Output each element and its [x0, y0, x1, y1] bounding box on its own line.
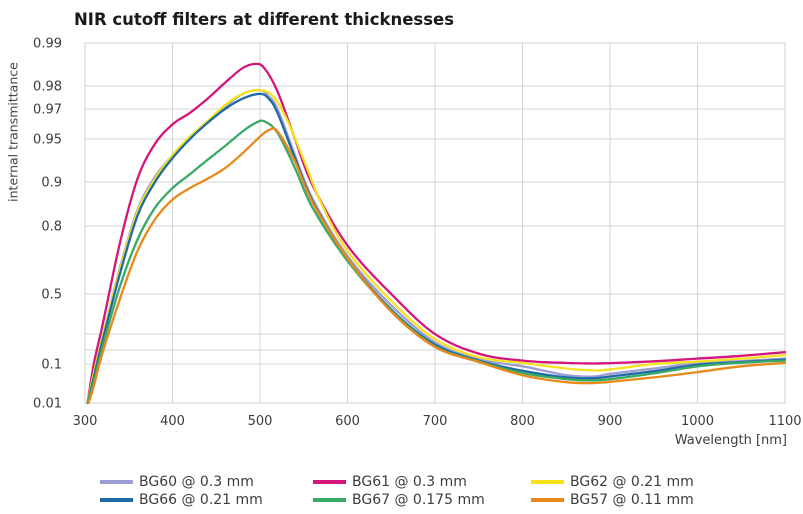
y-tick-label: 0.99: [33, 37, 62, 52]
legend-item: BG57 @ 0.11 mm: [531, 492, 694, 508]
legend-label: BG67 @ 0.175 mm: [352, 492, 485, 508]
chart-title: NIR cutoff filters at different thicknes…: [74, 10, 455, 29]
y-tick-label: 0.5: [41, 288, 62, 303]
legend-swatch: [313, 498, 346, 502]
y-tick-label: 0.01: [33, 397, 62, 412]
x-tick-label: 1000: [681, 414, 714, 429]
legend-swatch: [313, 480, 346, 484]
legend-swatch: [531, 480, 564, 484]
y-tick-label: 0.98: [33, 80, 62, 95]
y-tick-label: 0.1: [41, 358, 62, 373]
legend-label: BG62 @ 0.21 mm: [570, 474, 694, 490]
series-lines: [86, 62, 787, 405]
legend-swatch: [531, 498, 564, 502]
legend-item: BG61 @ 0.3 mm: [313, 474, 467, 490]
legend-label: BG57 @ 0.11 mm: [570, 492, 694, 508]
x-tick-label: 900: [598, 414, 623, 429]
x-axis-label: Wavelength [nm]: [674, 433, 787, 448]
series-line: [86, 88, 787, 405]
y-tick-label: 0.9: [41, 176, 62, 191]
legend-label: BG60 @ 0.3 mm: [139, 474, 254, 490]
y-tick-labels: 0.99 0.98 0.97 0.95 0.9 0.8 0.5 0.1 0.01: [33, 37, 62, 412]
legend-item: BG66 @ 0.21 mm: [100, 492, 263, 508]
legend-swatch: [100, 480, 133, 484]
y-tick-label: 0.95: [33, 133, 62, 148]
x-tick-label: 1100: [768, 414, 801, 429]
series-line: [86, 119, 787, 405]
x-tick-label: 400: [160, 414, 185, 429]
x-tick-label: 300: [73, 414, 98, 429]
plot-frame: [84, 42, 786, 404]
x-tick-label: 600: [335, 414, 360, 429]
legend-swatch: [100, 498, 133, 502]
x-tick-label: 800: [510, 414, 535, 429]
legend-item: BG62 @ 0.21 mm: [531, 474, 694, 490]
legend-item: BG67 @ 0.175 mm: [313, 492, 485, 508]
grid-lines: [84, 42, 786, 404]
legend-label: BG61 @ 0.3 mm: [352, 474, 467, 490]
series-line: [86, 92, 787, 405]
legend-label: BG66 @ 0.21 mm: [139, 492, 263, 508]
series-line: [86, 62, 787, 405]
series-line: [87, 127, 787, 405]
x-tick-label: 700: [423, 414, 448, 429]
y-tick-label: 0.97: [33, 103, 62, 118]
x-tick-label: 500: [248, 414, 273, 429]
y-tick-label: 0.8: [41, 220, 62, 235]
x-tick-labels: 300 400 500 600 700 800 900 1000 1100: [73, 414, 802, 429]
legend-item: BG60 @ 0.3 mm: [100, 474, 254, 490]
